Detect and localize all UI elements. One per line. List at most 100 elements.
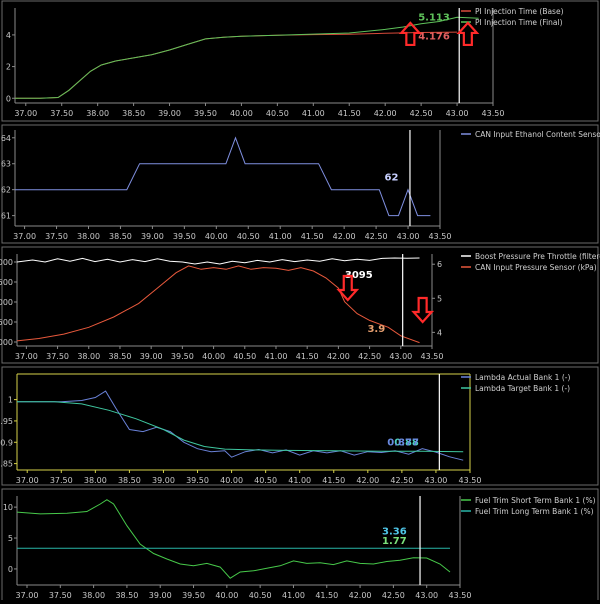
x-tick-label: 39.00 [140,352,163,361]
x-tick-label: 42.00 [333,232,356,241]
chart-panel-2: 37.00 37.50 38.00 38.50 39.00 39.50 40.00 40.50… [1,124,600,244]
y-tick-label: 3000 [0,258,13,267]
series-line-1 [16,257,420,265]
x-tick-label: 38.00 [77,232,100,241]
x-tick-label: 41.00 [265,352,288,361]
x-tick-label: 37.50 [50,109,73,118]
y2-tick-label: 6 [437,260,442,269]
x-tick-label: 42.50 [358,352,381,361]
y-tick-label: 62 [1,186,11,195]
y-tick-label: 2000 [0,298,13,307]
x-tick-label: 43.00 [424,476,447,485]
y-tick-label: 0.85 [0,460,13,469]
x-tick-label: 41.00 [269,232,292,241]
y-tick-label: 0 [6,94,11,103]
x-tick-label: 42.00 [356,476,379,485]
cursor-readout: 3095 [345,270,373,281]
legend-entry: Boost Pressure Pre Throttle (filtered) (… [475,252,600,261]
y-tick-label: 1500 [0,318,13,327]
x-tick-label: 40.50 [254,476,277,485]
x-tick-label: 37.00 [13,232,36,241]
x-tick-label: 40.50 [233,352,256,361]
x-tick-label: 38.50 [109,232,132,241]
x-tick-label: 37.00 [16,476,39,485]
x-tick-label: 38.00 [82,591,105,600]
y-tick-label: 1 [8,396,13,405]
x-tick-label: 39.50 [173,232,196,241]
cursor-readout: 5.113 [418,13,450,24]
x-tick-label: 37.00 [14,109,37,118]
x-tick-label: 41.00 [302,109,325,118]
x-tick-label: 42.50 [390,476,413,485]
x-tick-label: 40.00 [205,232,228,241]
x-tick-label: 39.50 [171,352,194,361]
cursor-readout: 3.36 [382,526,407,537]
x-tick-label: 41.50 [301,232,324,241]
x-tick-label: 39.00 [152,476,175,485]
panel-frame [1,366,599,486]
panel-frame [1,0,599,122]
x-tick-label: 40.50 [249,591,272,600]
y-tick-label: 63 [1,160,11,169]
x-tick-label: 41.50 [315,591,338,600]
legend-entry: Fuel Trim Short Term Bank 1 (%) [475,496,596,505]
x-tick-label: 42.00 [327,352,350,361]
y-tick-label: 0.9 [0,438,13,447]
cursor-readout: 1.77 [382,536,407,547]
x-tick-label: 42.50 [410,109,433,118]
y2-tick-label: 4 [437,328,442,337]
cursor-readout: 62 [385,173,399,184]
annotation-arrow [456,21,480,47]
chart-panel-4: 37.00 37.50 38.00 38.50 39.00 39.50 40.00 40.50… [0,366,599,486]
series-line-2 [16,265,420,344]
legend-entry: Fuel Trim Long Term Bank 1 (%) [475,507,594,516]
x-tick-label: 41.50 [338,109,361,118]
x-tick-label: 42.50 [365,232,388,241]
x-tick-label: 39.00 [158,109,181,118]
x-tick-label: 39.50 [194,109,217,118]
x-tick-label: 43.50 [459,476,482,485]
x-tick-label: 37.50 [49,591,72,600]
x-tick-label: 39.00 [141,232,164,241]
cursor-readout: 4.176 [418,32,450,43]
y-tick-label: 2 [6,63,11,72]
x-tick-label: 38.50 [122,109,145,118]
x-tick-label: 42.00 [374,109,397,118]
x-tick-label: 43.50 [482,109,505,118]
x-tick-label: 40.00 [202,352,225,361]
x-tick-label: 43.50 [449,591,472,600]
x-tick-label: 43.50 [421,352,444,361]
x-tick-label: 37.00 [15,352,38,361]
y2-tick-label: 5 [437,294,442,303]
x-tick-label: 41.50 [322,476,345,485]
cursor-readout: 0.88 [394,437,419,448]
y-tick-label: 61 [1,212,11,221]
x-tick-label: 38.00 [77,352,100,361]
annotation-arrow [336,274,360,302]
x-tick-label: 43.00 [397,232,420,241]
x-tick-label: 37.50 [45,232,68,241]
x-tick-label: 39.00 [149,591,172,600]
x-tick-label: 37.00 [16,591,39,600]
chart-panel-5: 37.00 37.50 38.00 38.50 39.00 39.50 40.00 40.50… [1,488,599,602]
x-tick-label: 43.50 [429,232,452,241]
y-tick-label: 64 [1,134,11,143]
x-tick-label: 37.50 [46,352,69,361]
x-tick-label: 43.00 [415,591,438,600]
y-tick-label: 0 [8,565,13,574]
legend-entry: Lambda Target Bank 1 (-) [475,384,570,393]
x-tick-label: 38.50 [109,352,132,361]
cursor-readout: 3.9 [367,324,385,335]
legend-entry: CAN Input Pressure Sensor (kPa) [475,263,597,272]
y-tick-label: 5 [8,534,13,543]
x-tick-label: 39.50 [186,476,209,485]
x-tick-label: 40.00 [230,109,253,118]
x-tick-label: 40.00 [215,591,238,600]
panel-frame [1,488,599,602]
legend-entry: PI Injection Time (Final) [475,18,563,27]
x-tick-label: 41.50 [296,352,319,361]
chart-panel-1: 37.00 37.50 38.00 38.50 39.00 39.50 40.00 40.50… [1,0,599,122]
cursor-readout: 0.877 [387,437,419,448]
y-tick-label: 0.95 [0,417,13,426]
